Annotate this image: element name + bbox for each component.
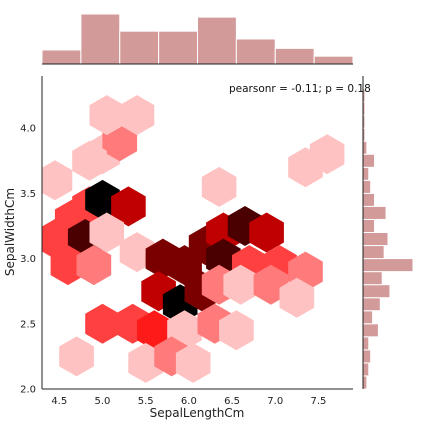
marginal-y-bar <box>362 310 374 325</box>
hexbin-cell <box>89 212 125 253</box>
hexbin-cell <box>201 166 237 207</box>
marginal-x-bar <box>313 55 354 65</box>
marginal-x-histogram <box>41 13 354 65</box>
marginal-y-bar <box>362 297 381 312</box>
marginal-y-bar <box>362 284 391 299</box>
hexbin-cell <box>85 303 120 344</box>
marginal-y-bar <box>362 245 385 260</box>
y-tick-label: 3.5 <box>20 189 36 200</box>
marginal-y-bar <box>362 375 368 390</box>
marginal-y-bar <box>362 232 389 247</box>
hexbin-cell <box>76 245 112 286</box>
x-tick-label: 7.0 <box>267 396 283 407</box>
x-tick-label: 5.0 <box>95 396 111 407</box>
marginal-y-bar <box>362 205 387 220</box>
hexbin-cell <box>119 95 155 136</box>
hexbin-cell <box>219 310 254 351</box>
marginal-y-bar <box>362 179 372 194</box>
y-tick-label: 4.0 <box>20 124 36 135</box>
hexbin-cell <box>175 342 211 383</box>
marginal-x-bar <box>158 30 198 65</box>
marginal-y-bar <box>362 271 383 286</box>
marginal-y-bar <box>362 362 370 377</box>
marginal-y-bar <box>362 166 370 181</box>
marginal-x-bar <box>80 13 121 65</box>
y-tick-label: 2.5 <box>20 319 36 330</box>
marginal-y-bar <box>362 349 372 364</box>
x-tick-label: 4.5 <box>51 396 67 407</box>
hexbin-cell <box>72 140 107 181</box>
marginal-y-bar <box>362 140 368 155</box>
hexbin-cell <box>42 160 73 201</box>
x-tick-label: 5.5 <box>138 396 154 407</box>
x-tick-label: 7.5 <box>310 396 326 407</box>
y-tick-labels: 2.0 2.5 3.0 3.5 4.0 <box>20 124 36 396</box>
marginal-x-bar <box>119 30 160 65</box>
hexbin-cell <box>111 186 146 227</box>
hexbin-cell <box>249 212 284 253</box>
x-tick-label: 6.0 <box>181 396 197 407</box>
marginal-y-bar <box>362 258 414 273</box>
pearson-annotation: pearsonr = -0.11; p = 0.18 <box>229 83 371 95</box>
marginal-x-bar <box>41 49 82 65</box>
hexbin-layer <box>42 95 345 383</box>
y-tick-label: 3.0 <box>20 254 36 265</box>
marginal-x-bar <box>197 16 237 65</box>
hexbin-cell <box>279 277 315 318</box>
y-axis-label: SepalWidthCm <box>3 188 17 276</box>
hexbin-cell <box>309 134 345 175</box>
marginal-y-bar <box>362 323 379 338</box>
marginal-y-bar <box>362 192 376 207</box>
x-tick-labels: 4.5 5.0 5.5 6.0 6.5 7.0 7.5 <box>51 396 326 407</box>
x-tick-label: 6.5 <box>224 396 240 407</box>
marginal-y-bar <box>362 336 370 351</box>
y-tick-label: 2.0 <box>20 385 36 396</box>
hexbin-cell <box>223 264 258 305</box>
marginal-x-bar <box>274 47 315 65</box>
x-axis-label: SepalLengthCm <box>150 406 245 420</box>
marginal-y-bar <box>362 153 376 168</box>
marginal-y-bar <box>362 218 376 233</box>
hexbin-cell <box>137 310 172 351</box>
marginal-x-bar <box>235 38 276 65</box>
hexbin-cell <box>89 95 125 136</box>
hexbin-cell <box>59 336 94 377</box>
marginal-y-histogram <box>362 88 414 390</box>
